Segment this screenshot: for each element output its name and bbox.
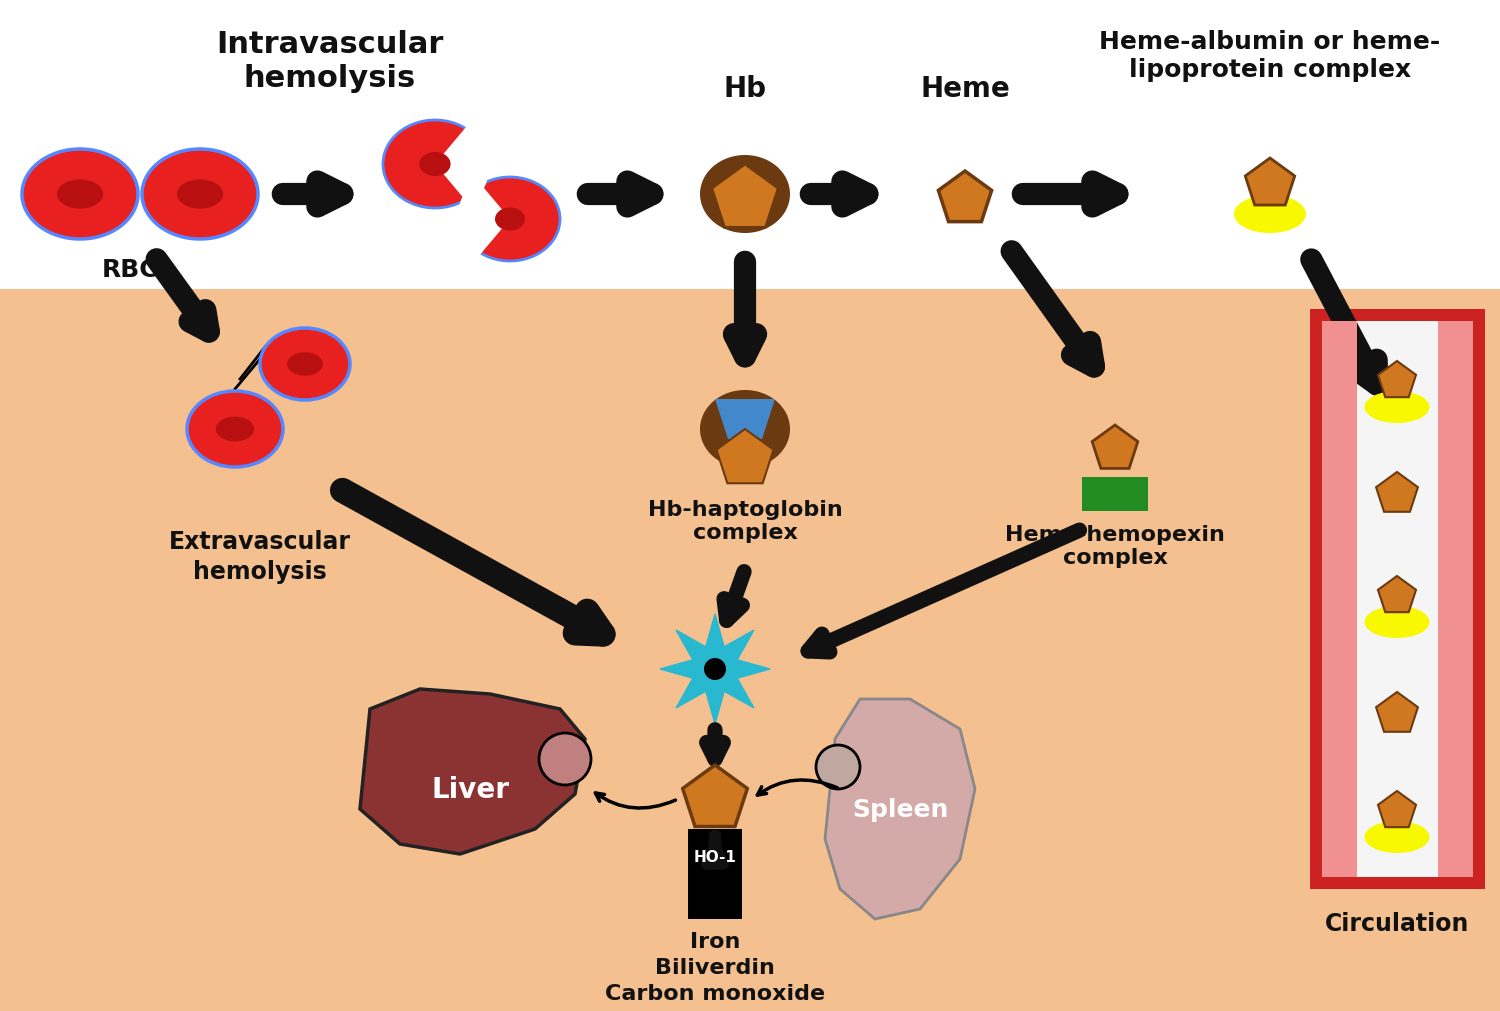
Ellipse shape bbox=[177, 180, 224, 209]
Polygon shape bbox=[711, 165, 778, 228]
Polygon shape bbox=[1378, 576, 1416, 613]
Ellipse shape bbox=[22, 150, 138, 240]
Circle shape bbox=[704, 658, 726, 680]
Polygon shape bbox=[825, 700, 975, 919]
Polygon shape bbox=[1245, 159, 1294, 206]
Polygon shape bbox=[1376, 693, 1417, 732]
Text: RBC: RBC bbox=[102, 258, 159, 282]
Wedge shape bbox=[435, 123, 489, 206]
Ellipse shape bbox=[1365, 391, 1430, 424]
Text: Intravascular
hemolysis: Intravascular hemolysis bbox=[216, 30, 444, 93]
Bar bbox=[0, 290, 1500, 1011]
Ellipse shape bbox=[495, 208, 525, 232]
Ellipse shape bbox=[142, 150, 258, 240]
Bar bbox=[1438, 321, 1473, 878]
Ellipse shape bbox=[1234, 196, 1306, 234]
Polygon shape bbox=[717, 430, 774, 484]
Circle shape bbox=[538, 733, 591, 786]
Polygon shape bbox=[1092, 426, 1138, 469]
Ellipse shape bbox=[216, 418, 254, 442]
Bar bbox=[1322, 321, 1358, 878]
Text: Hb: Hb bbox=[723, 75, 766, 103]
Text: HO-1: HO-1 bbox=[693, 849, 736, 864]
Polygon shape bbox=[1378, 792, 1416, 827]
Ellipse shape bbox=[188, 391, 284, 467]
Bar bbox=[1322, 321, 1473, 878]
Bar bbox=[1310, 309, 1485, 889]
Text: Heme-albumin or heme-
lipoprotein complex: Heme-albumin or heme- lipoprotein comple… bbox=[1100, 30, 1440, 82]
Polygon shape bbox=[682, 765, 747, 827]
Ellipse shape bbox=[460, 178, 560, 262]
Bar bbox=[688, 829, 742, 919]
Text: Liver: Liver bbox=[430, 775, 508, 803]
Wedge shape bbox=[458, 180, 510, 260]
Text: Spleen: Spleen bbox=[852, 798, 948, 821]
Text: Biliverdin: Biliverdin bbox=[656, 957, 776, 977]
Ellipse shape bbox=[260, 329, 350, 400]
Polygon shape bbox=[1378, 362, 1416, 397]
Circle shape bbox=[816, 745, 860, 790]
Polygon shape bbox=[1376, 472, 1417, 513]
Text: Extravascular
hemolysis: Extravascular hemolysis bbox=[170, 530, 351, 583]
Bar bbox=[1082, 477, 1148, 512]
Ellipse shape bbox=[420, 153, 450, 177]
Text: Heme: Heme bbox=[920, 75, 1010, 103]
Text: Hb-haptoglobin
complex: Hb-haptoglobin complex bbox=[648, 499, 843, 543]
Polygon shape bbox=[660, 615, 770, 724]
Ellipse shape bbox=[286, 353, 322, 376]
Ellipse shape bbox=[57, 180, 104, 209]
Polygon shape bbox=[360, 690, 585, 854]
Ellipse shape bbox=[382, 121, 488, 209]
Text: Circulation: Circulation bbox=[1324, 911, 1468, 935]
Polygon shape bbox=[716, 399, 776, 440]
Ellipse shape bbox=[700, 156, 790, 234]
Text: Carbon monoxide: Carbon monoxide bbox=[604, 983, 825, 1003]
Ellipse shape bbox=[700, 390, 790, 468]
Ellipse shape bbox=[1365, 607, 1430, 638]
Text: Heme-hemopexin
complex: Heme-hemopexin complex bbox=[1005, 525, 1226, 567]
Text: Iron: Iron bbox=[690, 931, 740, 951]
Ellipse shape bbox=[1365, 821, 1430, 853]
Bar bbox=[0, 0, 1500, 290]
Polygon shape bbox=[939, 172, 992, 222]
